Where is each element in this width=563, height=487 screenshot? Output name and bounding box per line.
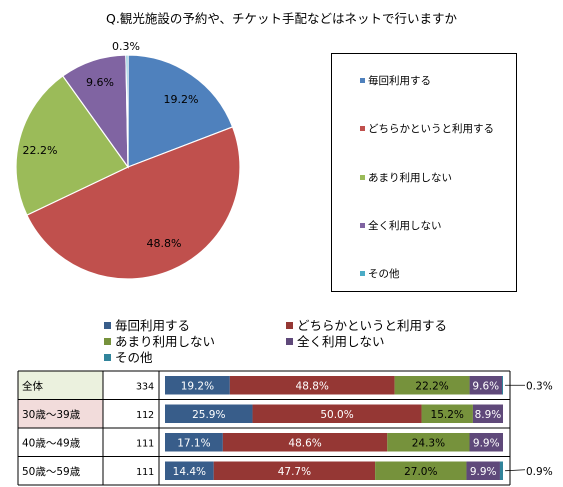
legend-right-swatch-0 — [360, 77, 365, 83]
row-label-cell-0 — [18, 371, 103, 400]
legend-right-item-0: 毎回利用する — [360, 73, 431, 88]
bar-label-0-1: 48.8% — [296, 380, 329, 392]
legend-bottom-label-3: 全く利用しない — [297, 334, 385, 349]
bar-3-series-1 — [213, 461, 376, 480]
table-grid — [17, 370, 511, 486]
row-label-cell-1 — [18, 399, 103, 428]
bar-label-0-2: 22.2% — [415, 380, 448, 392]
bar-1-series-3 — [472, 404, 503, 423]
callout-line-3 — [504, 469, 526, 472]
legend-right-item-1: どちらかというと利用する — [360, 121, 494, 136]
bar-label-3-2: 27.0% — [404, 466, 437, 478]
pie-label-0: 19.2% — [164, 93, 199, 106]
row-label-2: 40歳～49歳 — [22, 437, 81, 449]
legend-bottom-label-2: あまり利用しない — [115, 334, 216, 349]
pie-slice-4 — [125, 54, 129, 168]
bar-label-3-3: 9.9% — [470, 466, 497, 478]
chart-title: Q.観光施設の予約や、チケット手配などはネットで行いますか — [106, 11, 457, 26]
pie-slice-0 — [127, 54, 234, 168]
bar-2-series-2 — [387, 433, 470, 452]
legend-right-swatch-1 — [360, 125, 365, 131]
callout-label-0: 0.3% — [526, 380, 553, 392]
legend-right-swatch-3 — [360, 222, 365, 228]
bar-label-1-2: 15.2% — [431, 409, 464, 421]
legend-bottom-label-1: どちらかというと利用する — [297, 318, 448, 333]
pie-slice-1 — [26, 126, 241, 280]
legend-right-swatch-2 — [360, 174, 365, 180]
bar-0-series-3 — [469, 376, 502, 395]
row-count-3: 111 — [136, 467, 154, 478]
pie-slice-2 — [15, 75, 129, 216]
row-count-0: 334 — [136, 381, 154, 392]
legend-bottom-item-2: あまり利用しない — [104, 331, 215, 350]
legend-right-item-2: あまり利用しない — [360, 170, 452, 185]
bar-label-2-1: 48.6% — [288, 437, 321, 449]
legend-right-label-1: どちらかというと利用する — [368, 123, 494, 135]
bar-3-series-3 — [466, 461, 500, 480]
legend-bottom-item-0: 毎回利用する — [104, 315, 190, 334]
bar-0-series-0 — [165, 376, 230, 395]
legend-right-label-2: あまり利用しない — [368, 172, 452, 184]
legend-bottom-swatch-3 — [286, 338, 293, 345]
bar-1-series-0 — [165, 404, 253, 423]
legend-right-swatch-4 — [360, 270, 365, 276]
row-count-1: 112 — [136, 410, 154, 421]
pie-label-4: 0.3% — [112, 40, 140, 53]
bar-0-series-1 — [229, 376, 395, 395]
bar-label-1-1: 50.0% — [320, 409, 353, 421]
legend-bottom-label-0: 毎回利用する — [115, 318, 191, 333]
bar-2-series-0 — [165, 433, 223, 452]
row-count-2: 111 — [136, 438, 154, 449]
bar-3-series-0 — [165, 461, 214, 480]
row-label-cell-3 — [18, 456, 103, 485]
legend-bottom-item-4: その他 — [104, 347, 153, 366]
row-label-0: 全体 — [22, 379, 43, 392]
pie-chart: 19.2% 48.8% 22.2% 9.6% 0.3% — [15, 40, 241, 280]
legend-bottom-swatch-0 — [104, 322, 111, 329]
bar-1-series-2 — [421, 404, 473, 423]
pie-label-1: 48.8% — [147, 237, 182, 250]
legend-bottom-label-4: その他 — [115, 350, 153, 365]
legend-bottom-item-3: 全く利用しない — [286, 331, 385, 350]
bar-label-2-0: 17.1% — [177, 437, 210, 449]
legend-bottom-item-1: どちらかというと利用する — [286, 315, 447, 334]
bar-label-2-2: 24.3% — [412, 437, 445, 449]
bar-2-series-3 — [469, 433, 503, 452]
legend-bottom-swatch-2 — [104, 338, 111, 345]
legend-right-item-4: その他 — [360, 266, 400, 281]
legend-right-label-4: その他 — [368, 268, 400, 280]
bar-label-0-0: 19.2% — [181, 380, 214, 392]
bar-label-1-3: 8.9% — [475, 409, 502, 421]
bar-label-1-0: 25.9% — [192, 409, 225, 421]
row-label-3: 50歳～59歳 — [22, 466, 81, 478]
bar-label-0-3: 9.6% — [472, 380, 499, 392]
bar-label-3-0: 14.4% — [173, 466, 206, 478]
legend-bottom-swatch-4 — [104, 354, 111, 361]
legend-right-label-3: 全く利用しない — [368, 220, 442, 232]
bar-3-series-2 — [375, 461, 467, 480]
legend-right: 毎回利用するどちらかというと利用する あまり利用しない 全く利用しない その他 — [331, 53, 517, 292]
legend-right-item-3: 全く利用しない — [360, 218, 442, 233]
legend-bottom-swatch-1 — [286, 322, 293, 329]
bar-3-series-4 — [499, 461, 503, 480]
bar-2-series-1 — [222, 433, 388, 452]
bar-label-2-3: 9.9% — [473, 437, 500, 449]
row-label-1: 30歳～39歳 — [22, 409, 81, 421]
legend-right-label-0: 毎回利用する — [368, 75, 431, 87]
bar-0-series-4 — [501, 376, 503, 395]
callout-label-3: 0.9% — [526, 466, 553, 478]
row-label-cell-2 — [18, 428, 103, 457]
bar-1-series-1 — [252, 404, 422, 423]
bar-0-series-2 — [394, 376, 470, 395]
pie-label-3: 9.6% — [86, 76, 114, 89]
pie-label-2: 22.2% — [23, 144, 58, 157]
bar-label-3-1: 47.7% — [278, 466, 311, 478]
